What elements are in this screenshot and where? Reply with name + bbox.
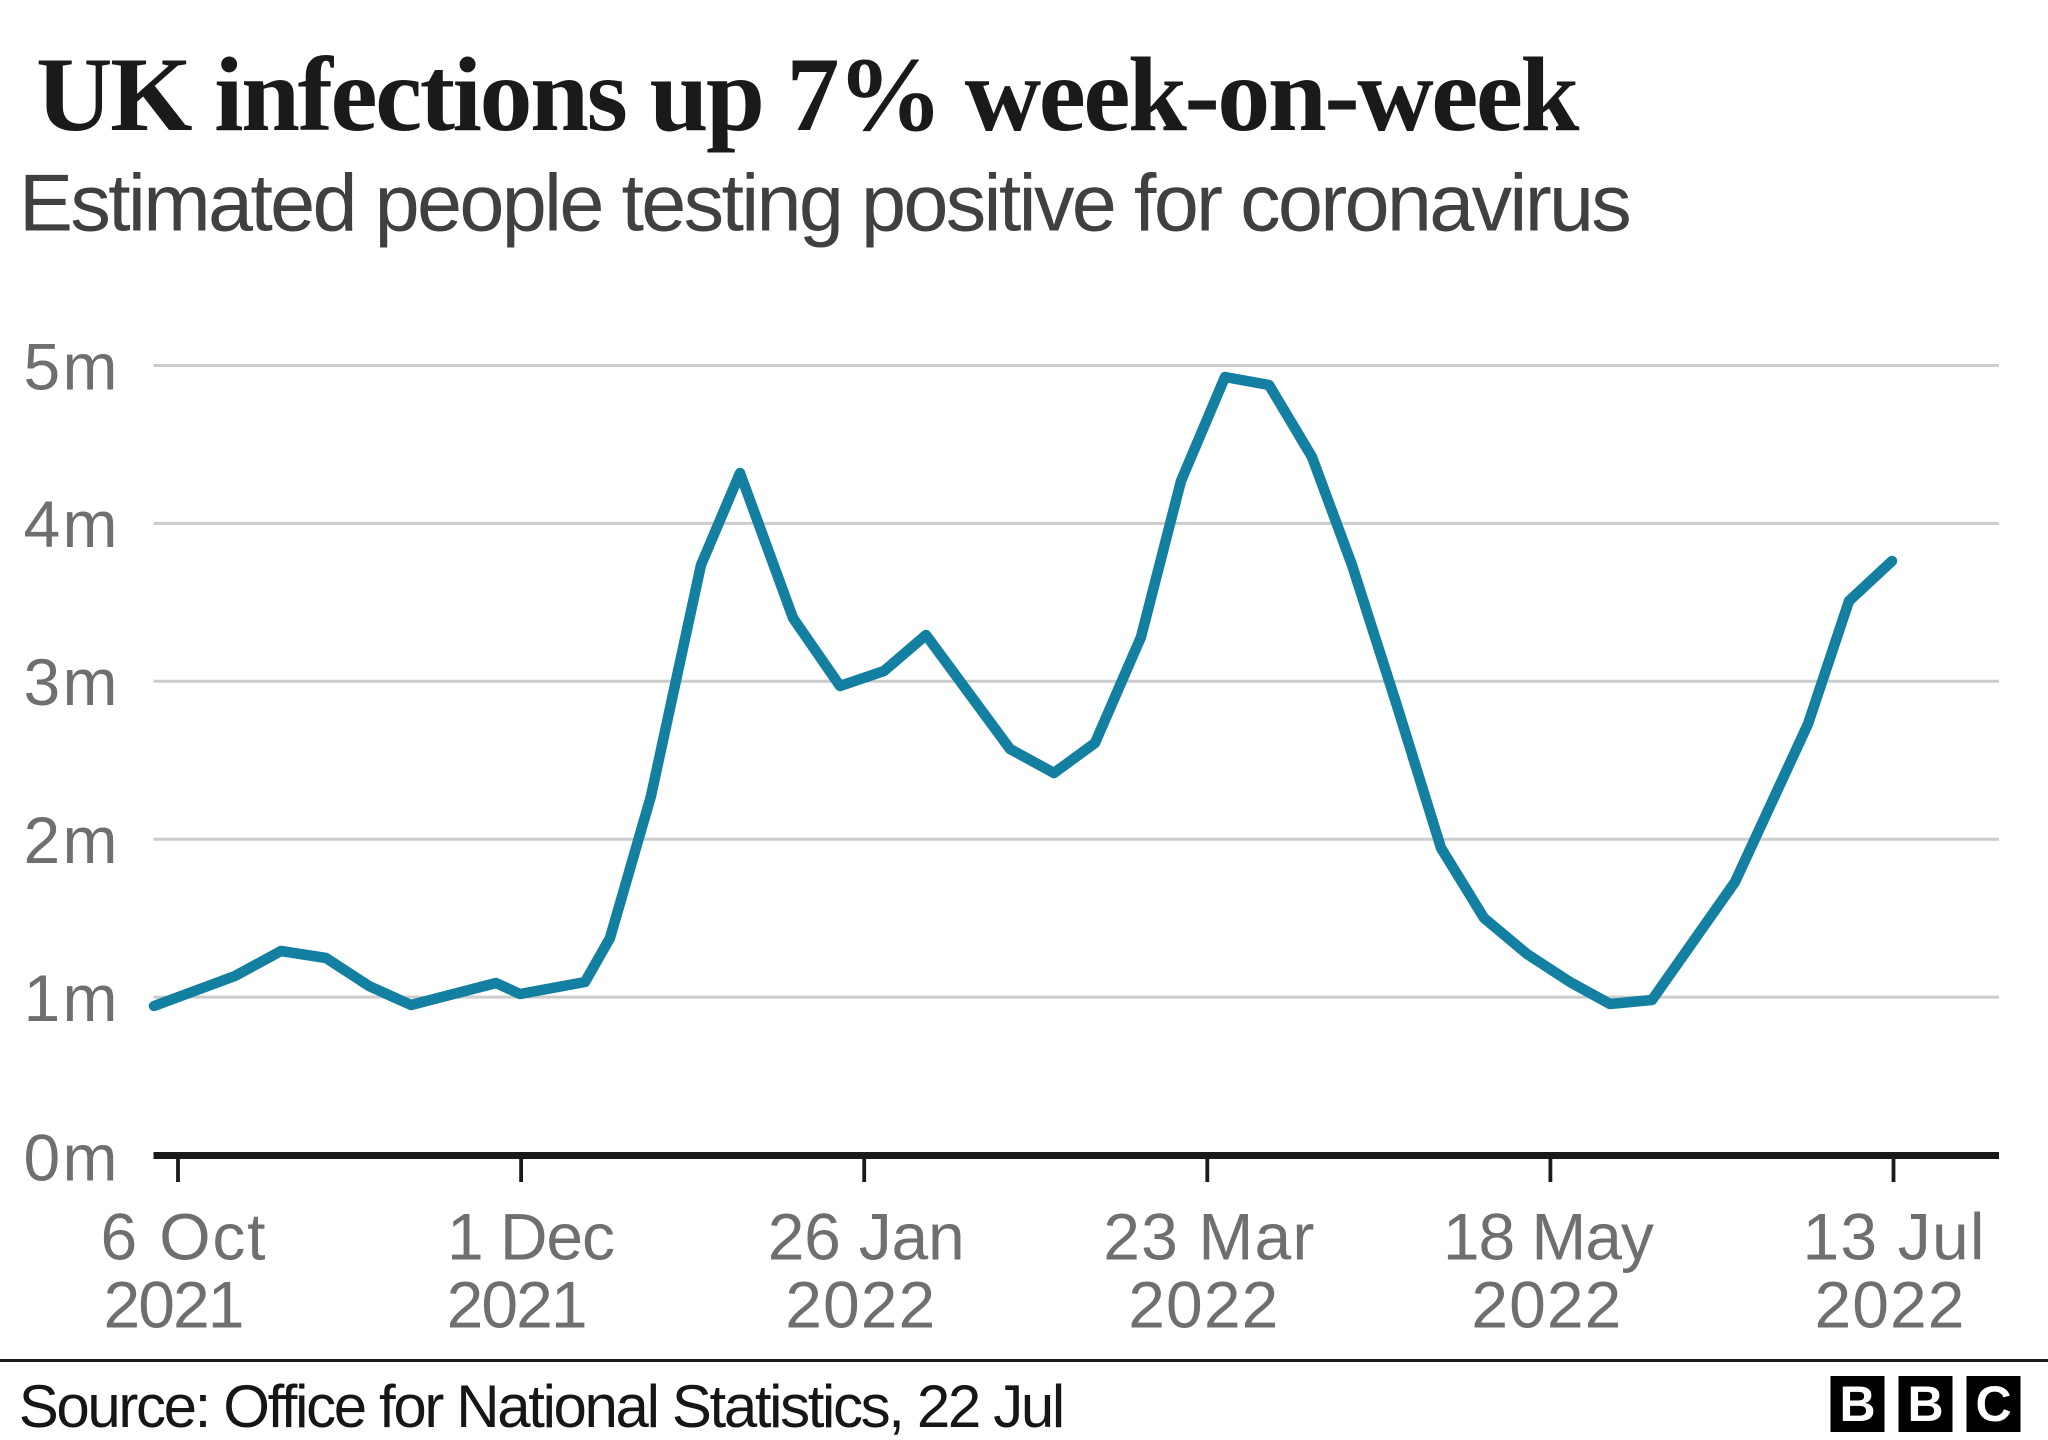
svg-text:2021: 2021 xyxy=(447,1268,588,1342)
svg-text:2022: 2022 xyxy=(785,1268,935,1342)
svg-text:0m: 0m xyxy=(24,1121,118,1195)
svg-text:2022: 2022 xyxy=(1815,1268,1965,1342)
svg-text:C: C xyxy=(1975,1376,2011,1432)
svg-text:13 Jul: 13 Jul xyxy=(1803,1200,1985,1274)
svg-text:2021: 2021 xyxy=(104,1268,245,1342)
svg-text:18 May: 18 May xyxy=(1443,1200,1654,1274)
svg-text:2022: 2022 xyxy=(1128,1268,1278,1342)
svg-text:5m: 5m xyxy=(24,329,118,403)
svg-text:3m: 3m xyxy=(24,645,118,719)
svg-text:1m: 1m xyxy=(24,961,118,1035)
svg-text:B: B xyxy=(1839,1376,1875,1432)
svg-text:Source: Office for National St: Source: Office for National Statistics, … xyxy=(19,1373,1063,1440)
svg-text:2022: 2022 xyxy=(1471,1268,1621,1342)
svg-text:23 Mar: 23 Mar xyxy=(1103,1200,1314,1274)
svg-text:26 Jan: 26 Jan xyxy=(768,1200,965,1274)
svg-text:1 Dec: 1 Dec xyxy=(447,1200,615,1274)
svg-text:UK infections up 7% week-on-we: UK infections up 7% week-on-week xyxy=(36,36,1579,153)
svg-text:6 Oct: 6 Oct xyxy=(101,1200,266,1274)
svg-text:2m: 2m xyxy=(24,803,118,877)
svg-text:B: B xyxy=(1907,1376,1943,1432)
svg-text:Estimated people testing posit: Estimated people testing positive for co… xyxy=(19,159,1629,249)
svg-text:4m: 4m xyxy=(24,487,118,561)
